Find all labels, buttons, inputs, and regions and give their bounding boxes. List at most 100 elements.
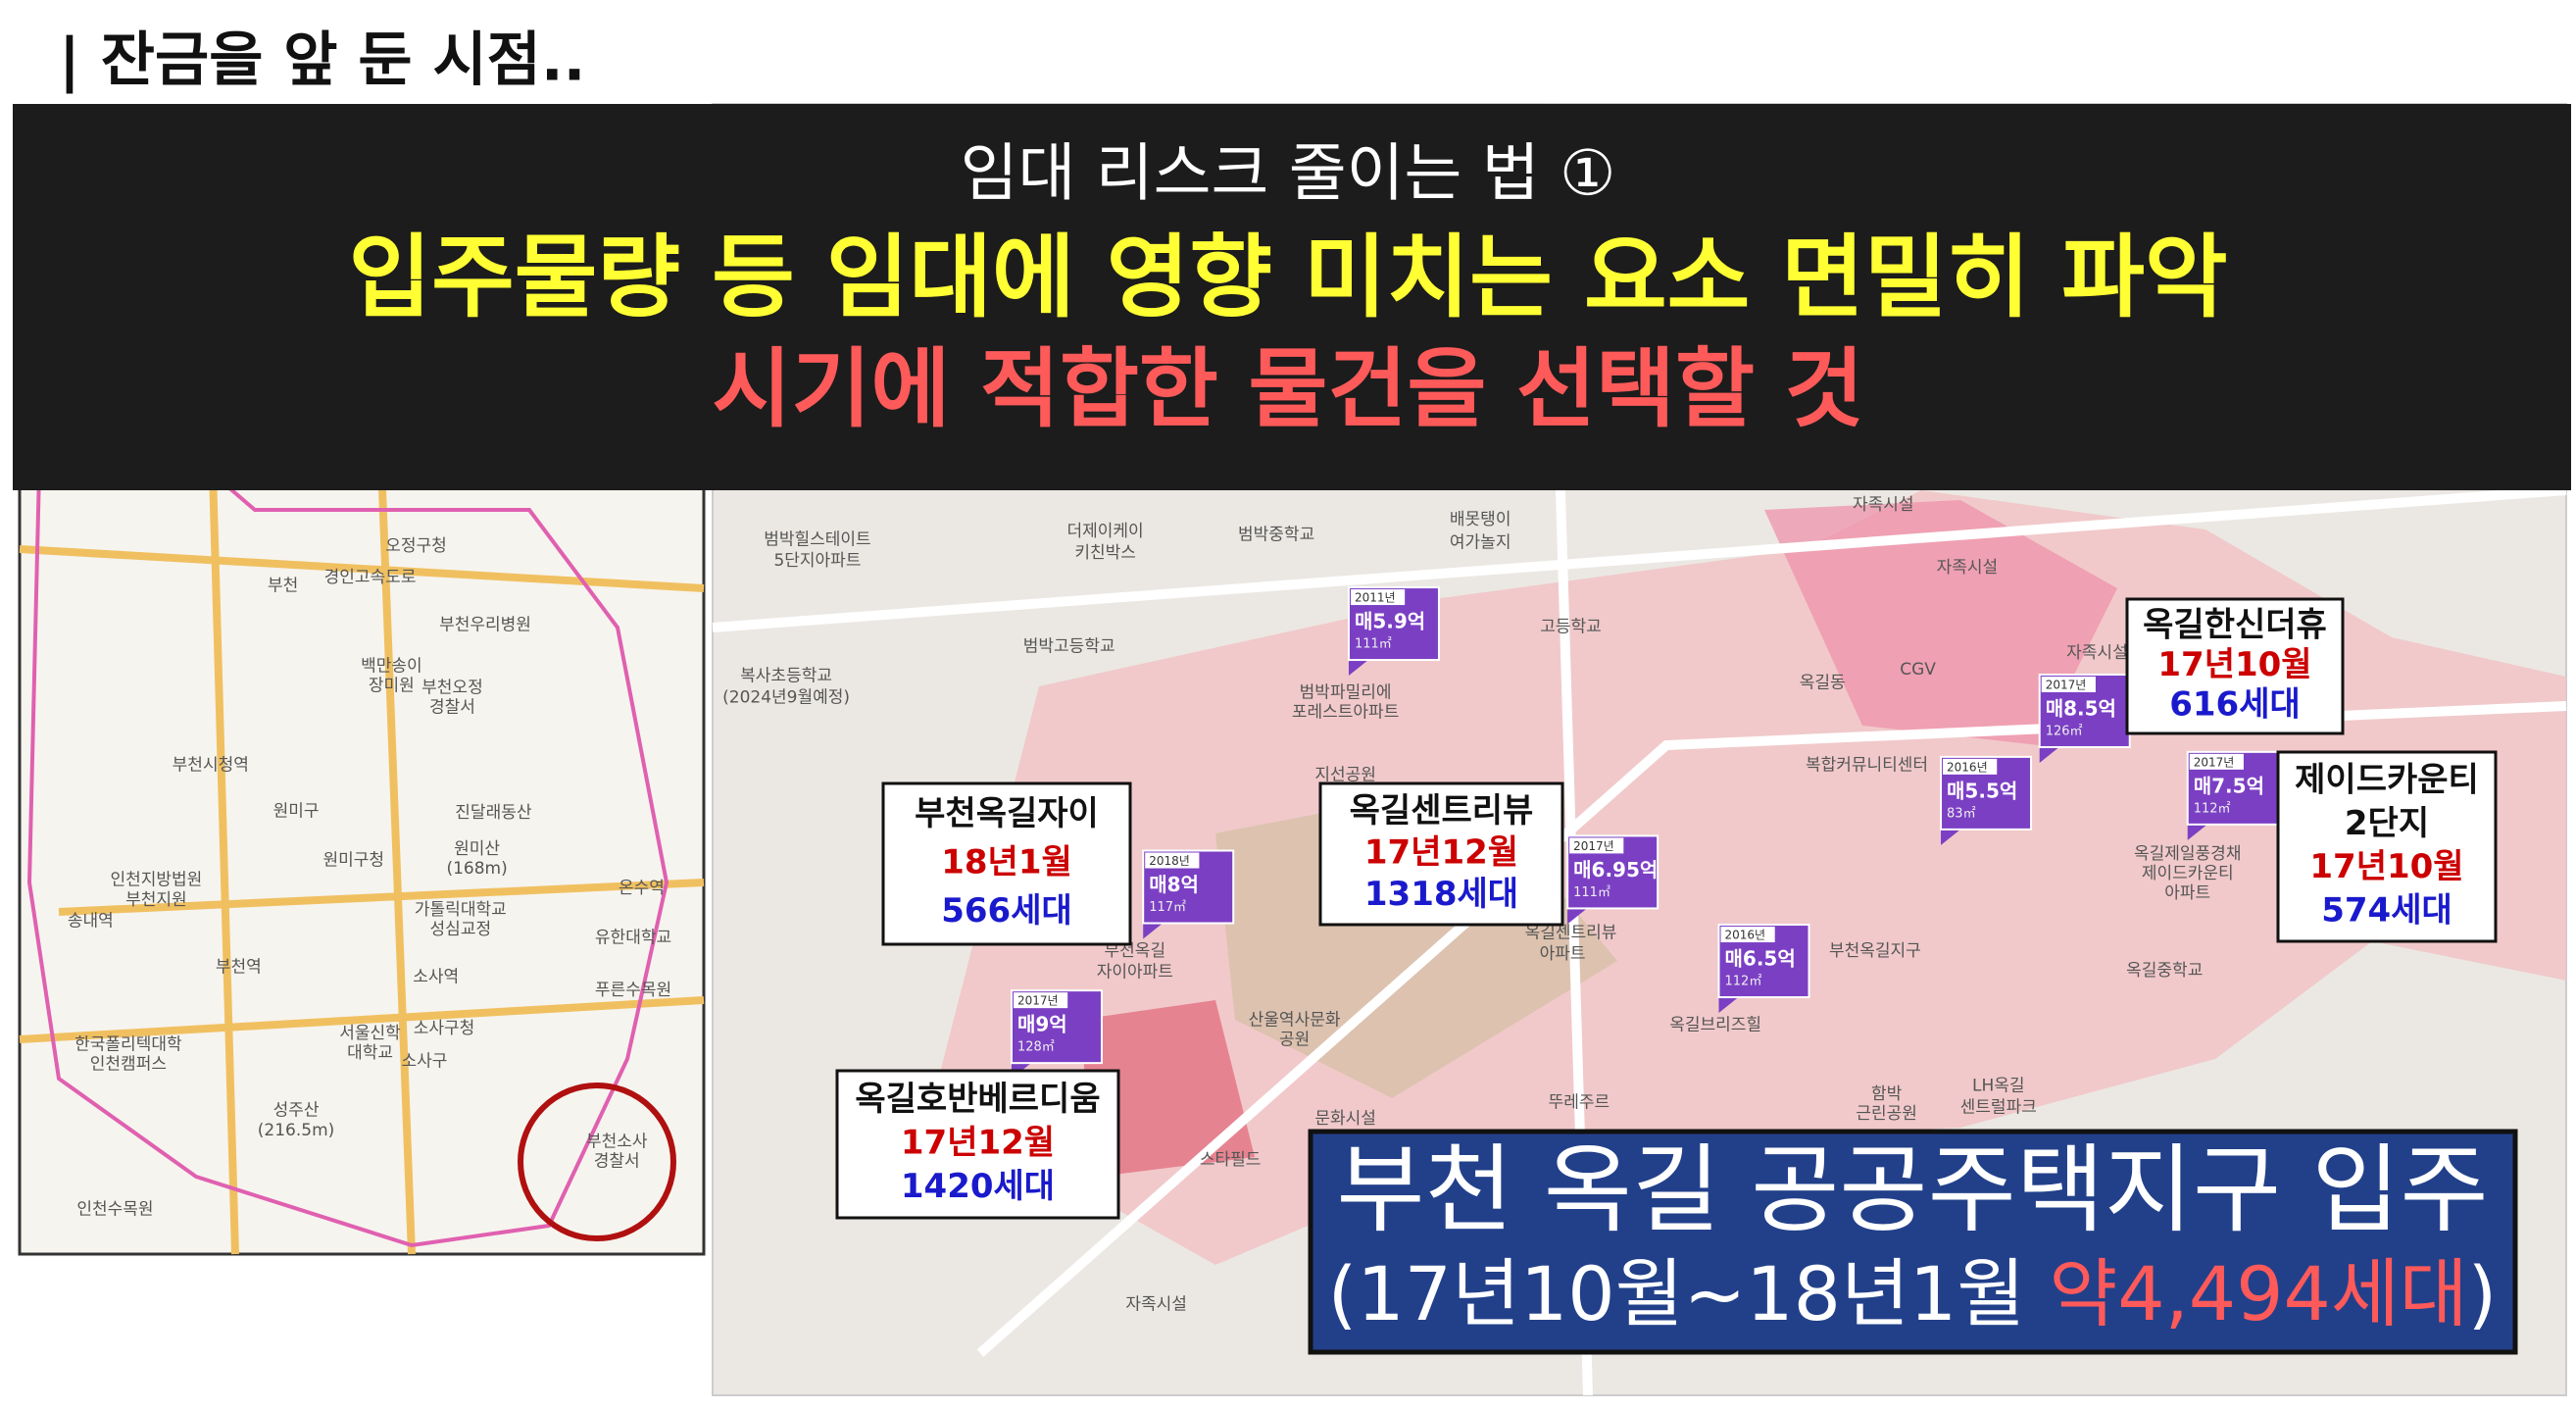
map-label: 키친박스 xyxy=(1074,543,1136,563)
map-label: 여가놀지 xyxy=(1450,533,1511,553)
badge-year: 2017년 xyxy=(1573,839,1614,853)
badge-pointer xyxy=(2039,746,2059,763)
badge-tab xyxy=(1013,992,1068,1009)
map-label: 옥길센트리뷰 xyxy=(1525,923,1617,942)
callout-box xyxy=(2276,750,2498,943)
map-label: 5단지아파트 xyxy=(773,551,861,571)
map-label: 뚜레주르 xyxy=(1549,1092,1610,1112)
map-label: 지선공원 xyxy=(1314,765,1376,784)
callout-date: 17년12월 xyxy=(1364,833,1518,873)
map-label: 포레스트아파트 xyxy=(1292,703,1399,723)
badge-tab xyxy=(1569,837,1624,854)
period: (17년10월~18년1월 xyxy=(1328,1250,2050,1337)
map-label: 장미원 xyxy=(369,677,415,696)
callout-box xyxy=(835,1069,1120,1220)
map-label: 인천수목원 xyxy=(76,1199,153,1219)
map-label: 아파트 xyxy=(2164,883,2210,903)
banner-line: 시기에 적합한 물건을 선택할 것 xyxy=(712,338,1863,439)
badge-area: 128㎡ xyxy=(1017,1040,1055,1055)
callout-date: 18년1월 xyxy=(941,843,1072,882)
map-label: 부천시청역 xyxy=(173,755,249,775)
map-label: 문화시설 xyxy=(1314,1109,1376,1129)
map-label: 경인고속도로 xyxy=(324,568,417,587)
badge-price: 매5.5억 xyxy=(1947,779,2017,802)
map-label: 고등학교 xyxy=(1540,617,1602,636)
map-label: 성심교정 xyxy=(430,920,492,939)
badge-price: 매8.5억 xyxy=(2046,696,2116,720)
badge-area: 117㎡ xyxy=(1149,900,1186,915)
callout-units: 616세대 xyxy=(2169,684,2301,724)
badge-pointer xyxy=(1567,908,1588,925)
map-label: 복사초등학교 xyxy=(740,667,832,686)
map-label: 한국폴리텍대학 xyxy=(74,1035,182,1055)
map-label: 성주산 xyxy=(273,1101,320,1121)
commercial-block xyxy=(1078,1000,1255,1177)
map-label: CGV xyxy=(1900,660,1936,680)
map-label: LH옥길 xyxy=(1972,1076,2025,1095)
map-label: 원미구 xyxy=(273,801,320,821)
map-label: 송내역 xyxy=(68,912,114,932)
map-label: 범박고등학교 xyxy=(1023,636,1115,656)
map-label: 진달래동산 xyxy=(455,803,532,823)
map-label: 유한대학교 xyxy=(595,928,671,947)
map-label: 푸른수목원 xyxy=(595,981,671,1000)
map-label: 인천지방법원 xyxy=(110,871,202,890)
map-label: 배못탱이 xyxy=(1450,510,1511,529)
map-label: 경찰서 xyxy=(594,1152,640,1172)
map-label: 온수역 xyxy=(619,879,665,898)
summary-period: (17년10월~18년1월 약4,494세대) xyxy=(1328,1250,2498,1337)
map-label: (2024년9월예정) xyxy=(722,687,850,707)
badge-price: 매6.95억 xyxy=(1573,858,1658,881)
map-label: 옥길중학교 xyxy=(2126,961,2203,981)
badge-tab xyxy=(1145,852,1200,869)
callout-box xyxy=(2125,597,2345,735)
map-label: 소사역 xyxy=(413,968,459,987)
badge-area: 112㎡ xyxy=(1725,975,1762,989)
summary-title: 부천 옥길 공공주택지구 입주 xyxy=(1336,1134,2488,1246)
badge-pointer xyxy=(1143,923,1164,939)
map-label: 범박파밀리에 xyxy=(1300,682,1392,702)
badge-area: 126㎡ xyxy=(2046,724,2083,738)
callout-name: 부천옥길자이 xyxy=(915,794,1099,833)
badge-price: 매8억 xyxy=(1149,873,1199,896)
badge-pointer xyxy=(1941,829,1961,845)
summary-box xyxy=(1308,1129,2518,1355)
highlight-circle xyxy=(518,1083,676,1241)
badge-area: 112㎡ xyxy=(2194,801,2231,816)
banner-line: 입주물량 등 임대에 영향 미치는 요소 면밀히 파악 xyxy=(348,225,2227,329)
map-label: 서울신학 xyxy=(339,1024,401,1043)
badge-area: 83㎡ xyxy=(1947,806,1976,821)
map-label: 범박힐스테이트 xyxy=(764,529,870,549)
slide-title: | 잔금을 앞 둔 시점.. xyxy=(59,26,585,95)
badge-price: 매6.5억 xyxy=(1725,947,1796,971)
map-label: 부천 xyxy=(268,576,298,595)
map-label: 부천지원 xyxy=(125,890,187,910)
callout-units: 1318세대 xyxy=(1364,875,1518,914)
map-label: 제이드카운티 xyxy=(2142,864,2234,883)
badge-price: 매9억 xyxy=(1017,1013,1067,1036)
callout-box xyxy=(1318,781,1564,927)
map-label: 자족시설 xyxy=(2066,643,2128,663)
badge-tab xyxy=(2189,753,2244,770)
badge-year: 2017년 xyxy=(2194,755,2235,769)
map-label: 소사구 xyxy=(401,1051,447,1071)
badge-pointer xyxy=(1348,660,1368,677)
badge-pointer xyxy=(2187,824,2207,840)
callout-units: 574세대 xyxy=(2321,890,2452,930)
callout-date: 17년10월 xyxy=(2157,645,2311,684)
badge-year: 2016년 xyxy=(1725,929,1766,942)
badge-tab xyxy=(1350,589,1406,606)
map-label: 원미산 xyxy=(454,839,500,859)
callout-name: 2단지 xyxy=(2345,804,2429,843)
badge-year: 2017년 xyxy=(1017,994,1059,1008)
callout-units: 566세대 xyxy=(941,891,1072,931)
residential-block xyxy=(1764,500,2117,745)
badge-year: 2018년 xyxy=(1149,854,1190,868)
map-label: 스타필드 xyxy=(1200,1150,1262,1170)
district-boundary xyxy=(26,389,669,1248)
map-label: 오정구청 xyxy=(385,536,447,556)
map-label: 아파트 xyxy=(1540,944,1586,964)
callout-name: 옥길한신더휴 xyxy=(2143,606,2327,645)
map-label: 부천옥길지구 xyxy=(1829,941,1921,961)
